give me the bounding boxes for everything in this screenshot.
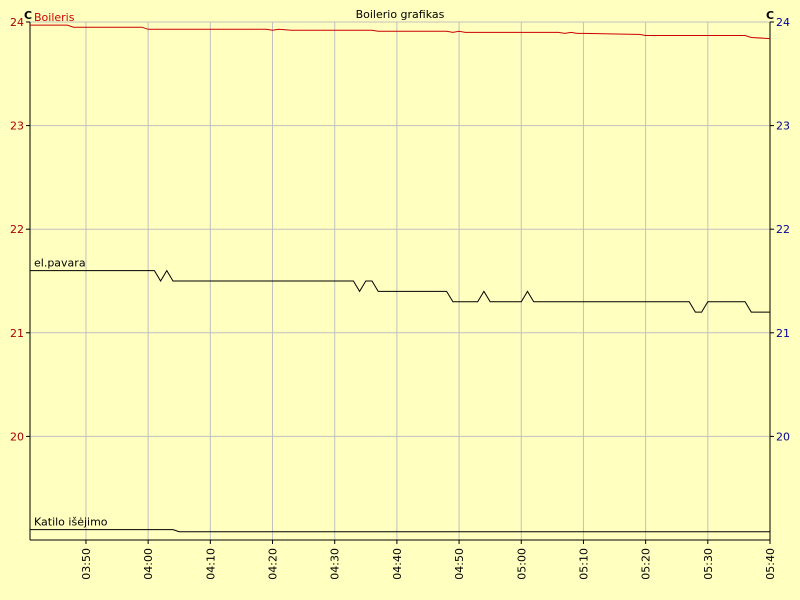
y-tick-label: 24	[776, 16, 790, 29]
y-tick-label: 24	[10, 16, 24, 29]
y-tick-label: 21	[10, 327, 24, 340]
x-tick-label: 05:20	[640, 548, 653, 580]
x-tick-label: 04:40	[391, 548, 404, 580]
x-tick-label: 04:00	[142, 548, 155, 580]
y-tick-label: 22	[10, 223, 24, 236]
y-tick-label: 23	[10, 120, 24, 133]
series-line	[30, 269, 770, 313]
y-tick-label: 23	[776, 120, 790, 133]
y-tick-label: 21	[776, 327, 790, 340]
x-tick-label: 05:30	[702, 548, 715, 580]
series-line	[30, 24, 771, 40]
x-tick-label: 04:20	[267, 548, 280, 580]
y-tick-label: 20	[10, 430, 24, 443]
series-label: Boileris	[34, 11, 75, 24]
y-unit: C	[766, 9, 774, 22]
series-label: Katilo išėjimo	[34, 516, 108, 529]
series-label: el.pavara	[34, 257, 86, 270]
x-tick-label: 05:40	[764, 548, 777, 580]
x-tick-label: 04:30	[329, 548, 342, 580]
x-tick-label: 05:10	[577, 548, 590, 580]
chart-title: Boilerio grafikas	[356, 8, 445, 21]
y-tick-label: 20	[776, 430, 790, 443]
x-tick-label: 03:50	[80, 548, 93, 580]
series-line	[30, 529, 770, 533]
x-tick-label: 04:10	[204, 548, 217, 580]
x-tick-label: 05:00	[515, 548, 528, 580]
y-tick-label: 22	[776, 223, 790, 236]
x-tick-label: 04:50	[453, 548, 466, 580]
y-unit: C	[24, 9, 32, 22]
